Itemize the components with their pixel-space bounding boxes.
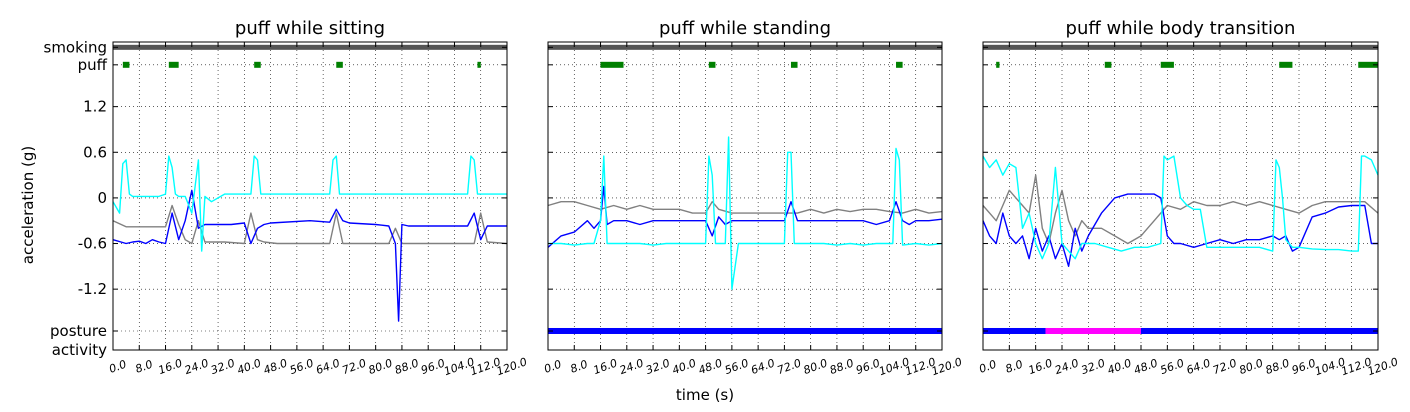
- puff-interval: [1279, 61, 1293, 68]
- series-line-z: [547, 200, 943, 214]
- x-tick-label: 48.0: [1132, 356, 1159, 377]
- smoking-band: [548, 44, 942, 50]
- x-tick-label: 48.0: [262, 356, 289, 377]
- x-tick-label: 40.0: [1106, 356, 1133, 377]
- puff-interval: [790, 61, 798, 68]
- y-tick-label: posture: [50, 322, 107, 340]
- x-tick-label: 8.0: [1004, 358, 1025, 376]
- axes-frame: [982, 41, 1379, 351]
- x-tick-label: 80.0: [1237, 356, 1264, 377]
- panel-standing: puff while standing 0.0 8.0 16.024.032.040.…: [542, 18, 963, 378]
- puff-interval: [122, 61, 130, 68]
- y-tick-label: 0.6: [83, 143, 107, 161]
- panel-title: puff while body transition: [1066, 18, 1296, 39]
- series-line-z: [112, 204, 508, 245]
- x-tick-label: 32.0: [1079, 356, 1106, 377]
- x-tick-label: 16.0: [157, 356, 184, 377]
- x-tick-label: 16.0: [1027, 356, 1054, 377]
- x-tick-label: 120.0: [930, 355, 964, 378]
- y-tick-label: 1.2: [83, 98, 107, 116]
- puff-interval: [1358, 61, 1378, 68]
- x-tick-label: 72.0: [775, 356, 802, 377]
- x-tick-label: 0.0: [542, 358, 563, 376]
- posture-segment: [1141, 327, 1378, 334]
- x-tick-label: 72.0: [1211, 356, 1238, 377]
- x-tick-label: 88.0: [1264, 356, 1291, 377]
- y-tick-label: puff: [78, 56, 108, 74]
- x-tick-label: 120.0: [1366, 355, 1400, 378]
- series-line-y: [112, 155, 507, 252]
- puff-interval: [254, 61, 261, 68]
- y-tick-label: activity: [52, 341, 107, 359]
- x-tick-label: 8.0: [134, 358, 155, 376]
- puff-interval: [477, 61, 481, 68]
- x-tick-label: 88.0: [393, 356, 420, 377]
- x-tick-label: 88.0: [828, 356, 855, 377]
- x-tick-label: 24.0: [1053, 356, 1080, 377]
- y-tick-label: smoking: [44, 38, 108, 56]
- x-tick-label: 64.0: [749, 356, 776, 377]
- y-tick-label: -0.6: [78, 235, 107, 253]
- panel-title: puff while standing: [659, 18, 831, 39]
- puff-interval: [896, 61, 903, 68]
- x-tick-label: 16.0: [592, 356, 619, 377]
- series-line-x: [982, 193, 1378, 267]
- x-tick-label: 64.0: [314, 356, 341, 377]
- series-line-x: [112, 189, 507, 322]
- puff-interval: [1104, 61, 1112, 68]
- series-line-y: [982, 155, 1379, 260]
- x-tick-label: 80.0: [367, 356, 394, 377]
- x-tick-label: 40.0: [235, 356, 262, 377]
- x-tick-label: 48.0: [697, 356, 724, 377]
- x-tick-label: 24.0: [618, 356, 645, 377]
- y-axis-label: acceleration (g): [19, 146, 37, 264]
- posture-segment: [1045, 327, 1141, 334]
- y-tick-label: -1.2: [78, 280, 107, 298]
- x-tick-label: 64.0: [1185, 356, 1212, 377]
- x-tick-label: 0.0: [977, 358, 998, 376]
- x-tick-label: 56.0: [1158, 356, 1185, 377]
- axes-frame: [112, 41, 508, 351]
- series-line-z: [982, 174, 1379, 245]
- puff-interval: [336, 61, 343, 68]
- panel-title: puff while sitting: [235, 18, 385, 39]
- panel-body-transition: puff while body transition 0.0 8.0 16.024.0…: [977, 18, 1399, 378]
- puff-interval: [168, 61, 179, 68]
- x-axis-label: time (s): [676, 386, 734, 404]
- x-tick-label: 56.0: [288, 356, 315, 377]
- puff-interval: [1160, 61, 1174, 68]
- smoking-band: [113, 44, 507, 50]
- y-tick-label: 0: [97, 189, 107, 207]
- x-tick-label: 8.0: [569, 358, 590, 376]
- x-tick-label: 0.0: [107, 358, 128, 376]
- x-tick-label: 120.0: [495, 355, 529, 378]
- series-line-y: [548, 136, 943, 290]
- x-tick-label: 56.0: [723, 356, 750, 377]
- posture-segment: [548, 327, 942, 334]
- x-tick-label: 72.0: [340, 356, 367, 377]
- puff-interval: [600, 61, 624, 68]
- axes-frame: [547, 41, 943, 351]
- x-tick-label: 32.0: [209, 356, 236, 377]
- smoking-band: [983, 44, 1378, 50]
- x-tick-label: 40.0: [670, 356, 697, 377]
- x-tick-label: 32.0: [644, 356, 671, 377]
- puff-interval: [708, 61, 716, 68]
- x-tick-label: 24.0: [183, 356, 210, 377]
- puff-interval: [996, 61, 1000, 68]
- x-tick-label: 80.0: [802, 356, 829, 377]
- posture-segment: [983, 327, 1046, 334]
